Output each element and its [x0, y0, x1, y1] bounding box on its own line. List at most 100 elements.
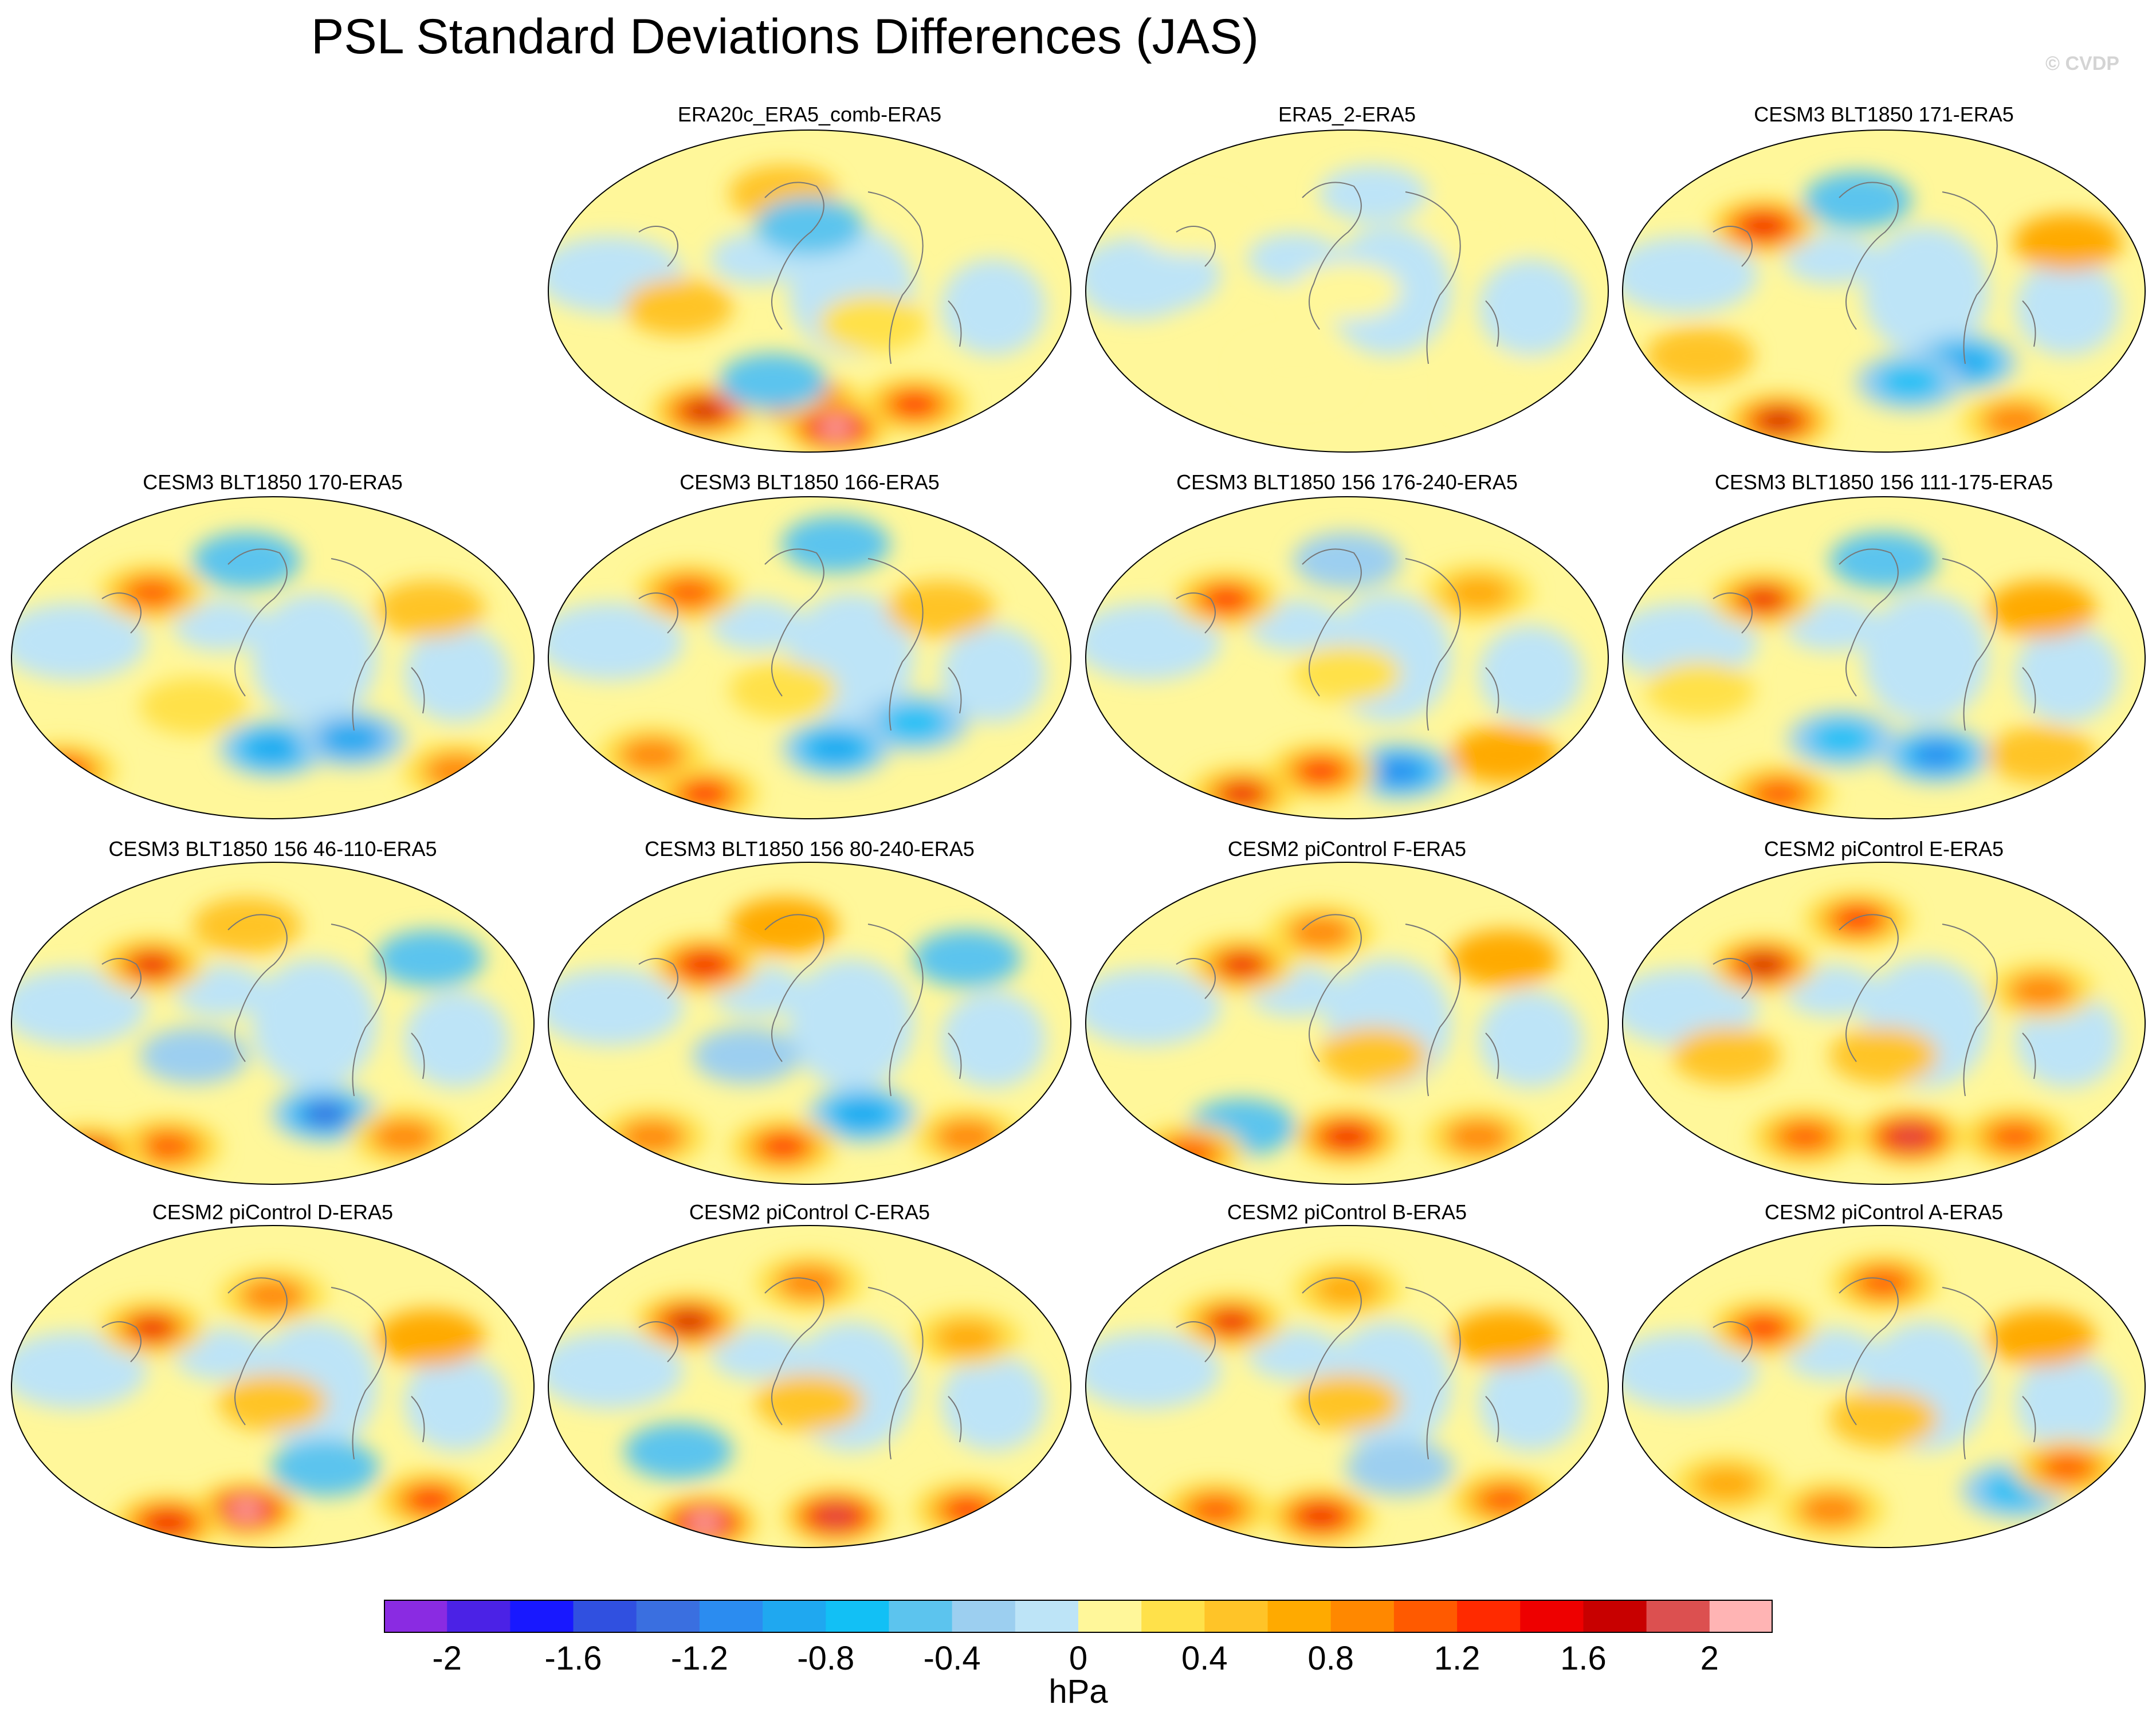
anomaly-contour — [38, 758, 87, 784]
coastline — [101, 1277, 425, 1460]
anomaly-contour — [192, 897, 301, 955]
anomaly-contour — [689, 1514, 720, 1531]
panel-title: CESM2 piControl D-ERA5 — [152, 1200, 394, 1224]
anomaly-contour — [1672, 1027, 1781, 1085]
anomaly-band — [1623, 602, 1758, 681]
anomaly-contour — [912, 929, 1022, 987]
panel-title: CESM2 piControl F-ERA5 — [1227, 837, 1467, 861]
anomaly-contour — [1912, 742, 1961, 768]
coastline — [638, 182, 962, 364]
anomaly-contour — [1296, 758, 1345, 784]
colorbar-swatch — [1646, 1600, 1710, 1633]
anomaly-contour — [1218, 952, 1267, 978]
anomaly-contour — [1829, 1027, 1938, 1085]
coastline — [1713, 1277, 2036, 1460]
anomaly-contour — [1450, 1309, 1559, 1367]
map-panel — [11, 1225, 535, 1548]
panel-title: CESM3 BLT1850 156 46-110-ERA5 — [108, 837, 437, 861]
map-border — [1622, 862, 2146, 1185]
colorbar-swatch — [384, 1600, 447, 1633]
anomaly-contour — [1754, 781, 1804, 807]
anomaly-contour — [1986, 1309, 2096, 1367]
anomaly-contour — [370, 1119, 438, 1154]
anomaly-contour — [1218, 781, 1267, 807]
coastline — [101, 548, 425, 731]
colorbar — [384, 1600, 1773, 1633]
anomaly-band — [11, 1331, 147, 1409]
colorbar-swatch — [573, 1600, 637, 1633]
anomaly-contour — [1345, 1439, 1454, 1497]
anomaly-contour — [128, 580, 176, 606]
colorbar-tick-label: 0 — [1069, 1640, 1088, 1677]
map-panel — [1085, 1225, 1609, 1548]
map-border — [1622, 1225, 2146, 1548]
map-border — [1622, 129, 2146, 453]
colorbar-swatch — [510, 1600, 574, 1633]
colorbar-swatch — [952, 1600, 1016, 1633]
anomaly-contour — [1744, 216, 1782, 237]
anomaly-contour — [685, 955, 724, 975]
colorbar-tick-label: 2 — [1700, 1640, 1719, 1677]
map-border — [548, 129, 1071, 453]
anomaly-contour — [729, 661, 838, 719]
map-panel — [11, 862, 535, 1185]
coastline — [638, 548, 962, 731]
anomaly-band — [1863, 226, 1989, 356]
map-border — [11, 862, 535, 1185]
coastline — [638, 1277, 962, 1460]
colorbar-swatch — [1393, 1600, 1458, 1633]
anomaly-contour — [670, 1311, 708, 1332]
colorbar-swatch — [1141, 1600, 1205, 1633]
colorbar-swatch — [1078, 1600, 1142, 1633]
map-border — [1085, 496, 1609, 819]
anomaly-band — [941, 258, 1046, 356]
anomaly-contour — [1760, 411, 1798, 431]
anomaly-band — [404, 625, 509, 723]
colorbar-tick-label: -1.2 — [670, 1640, 728, 1677]
anomaly-contour — [1375, 758, 1424, 784]
anomaly-contour — [886, 580, 995, 638]
anomaly-contour — [1744, 955, 1782, 975]
anomaly-contour — [933, 1320, 1001, 1356]
anomaly-contour — [1293, 645, 1401, 703]
colorbar-tick-label: 0.4 — [1181, 1640, 1228, 1677]
coastline — [1176, 182, 1499, 364]
anomaly-contour — [1450, 359, 1559, 417]
anomaly-contour — [838, 1101, 886, 1127]
anomaly-contour — [755, 197, 864, 255]
anomaly-contour — [2013, 214, 2122, 272]
anomaly-contour — [218, 1374, 327, 1432]
colorbar-tick-label: 0.8 — [1307, 1640, 1354, 1677]
anomaly-contour — [1150, 1132, 1229, 1174]
anomaly-contour — [776, 1265, 843, 1301]
coastline — [1176, 1277, 1499, 1460]
anomaly-contour — [942, 1497, 992, 1523]
colorbar-swatch — [1015, 1600, 1079, 1633]
anomaly-contour — [820, 419, 851, 436]
colorbar-swatch — [1330, 1600, 1395, 1633]
panel-title: CESM2 piControl A-ERA5 — [1764, 1200, 2004, 1224]
anomaly-contour — [2043, 1455, 2092, 1480]
colorbar-swatch — [1457, 1600, 1521, 1633]
anomaly-contour — [1313, 1271, 1381, 1307]
anomaly-contour — [1086, 262, 1192, 320]
anomaly-contour — [618, 737, 686, 773]
anomaly-contour — [192, 532, 301, 590]
anomaly-contour — [665, 580, 713, 606]
anomaly-contour — [128, 1315, 176, 1341]
anomaly-band — [1086, 602, 1222, 681]
anomaly-contour — [139, 677, 249, 735]
map-panel — [548, 862, 1071, 1185]
anomaly-contour — [933, 1119, 1001, 1154]
anomaly-contour — [406, 1487, 455, 1513]
anomaly-contour — [1293, 262, 1401, 320]
anomaly-contour — [811, 736, 861, 761]
anomaly-band — [2015, 1354, 2120, 1452]
panel-title: CESM2 piControl E-ERA5 — [1764, 837, 2004, 861]
anomaly-contour — [820, 1508, 851, 1525]
map-border — [1085, 129, 1609, 453]
panel-title: CESM3 BLT1850 156 176-240-ERA5 — [1176, 470, 1518, 494]
anomaly-contour — [128, 952, 176, 978]
map-border — [1085, 862, 1609, 1185]
anomaly-contour — [1797, 1492, 1865, 1527]
